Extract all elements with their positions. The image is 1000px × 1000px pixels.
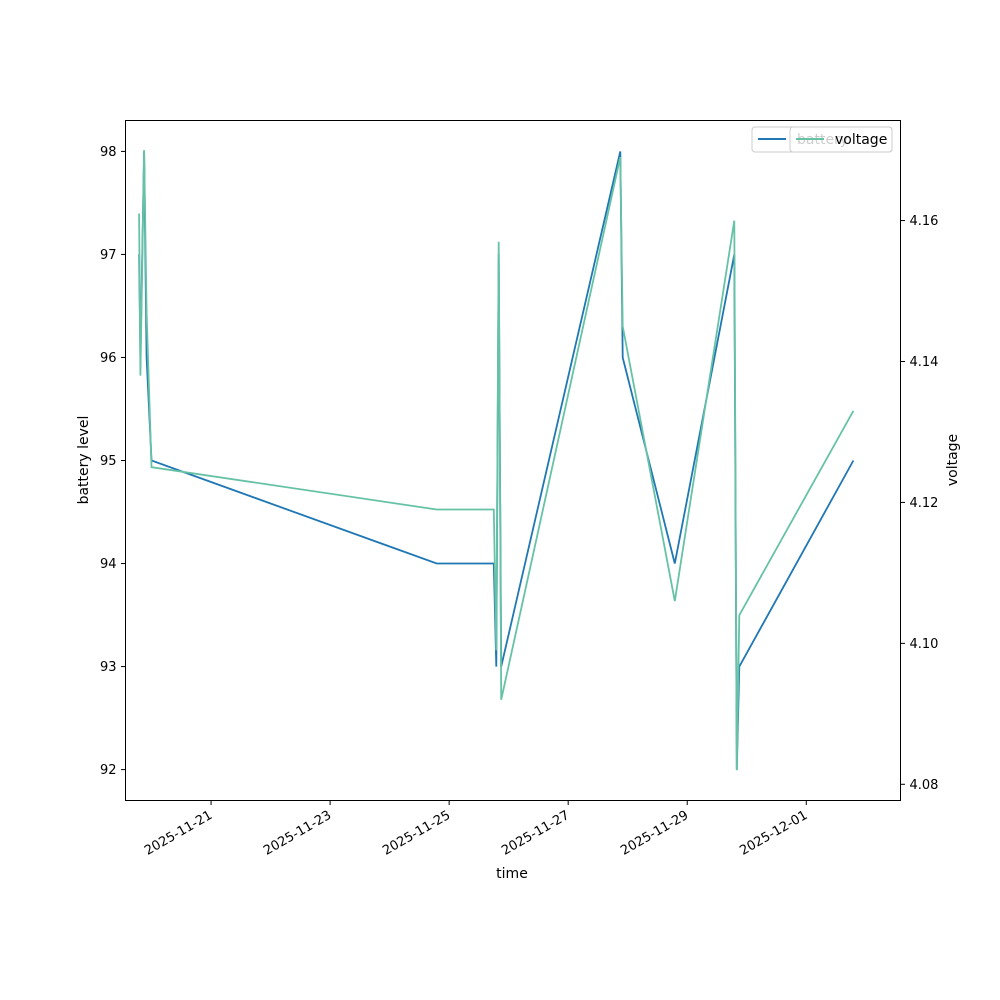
y-axis-left-label: battery level	[76, 416, 92, 505]
y-right-tick-label: 4.14	[910, 355, 939, 370]
x-tick-label: 2025-11-27	[499, 808, 572, 859]
series-line-voltage	[138, 150, 855, 771]
x-axis-label: time	[496, 866, 528, 882]
legend-voltage: voltage	[789, 126, 893, 153]
y-axis-right-label: voltage	[945, 434, 961, 486]
x-tick-label: 2025-11-25	[380, 808, 453, 859]
y-left-tick-label: 98	[100, 145, 117, 160]
y-left-tick-label: 96	[100, 351, 117, 366]
legend-voltage-box	[789, 126, 893, 153]
y-right-tick-label: 4.12	[910, 496, 939, 511]
y-left-tick-label: 93	[100, 660, 117, 675]
y-right-tick-label: 4.08	[910, 778, 939, 793]
x-tick-label: 2025-12-01	[737, 808, 810, 859]
plot-frame	[125, 120, 901, 801]
y-axis-left: 92 93 94 95 96 97 98	[100, 145, 126, 778]
x-tick-label: 2025-11-23	[261, 808, 334, 859]
y-left-tick-label: 92	[100, 763, 117, 778]
y-axis-right: 4.08 4.10 4.12 4.14 4.16	[900, 214, 939, 793]
x-axis: 2025-11-21 2025-11-23 2025-11-25 2025-11-27…	[142, 800, 810, 859]
x-tick-label: 2025-11-29	[618, 808, 691, 859]
x-tick-label: 2025-11-21	[142, 808, 215, 859]
legend-voltage-label: voltage	[835, 132, 887, 148]
series-line-battery	[138, 151, 855, 770]
y-left-tick-label: 94	[100, 557, 117, 572]
y-right-tick-label: 4.10	[910, 637, 939, 652]
y-right-tick-label: 4.16	[910, 214, 939, 229]
y-left-tick-label: 97	[100, 248, 117, 263]
y-left-tick-label: 95	[100, 454, 117, 469]
plot-lines	[138, 150, 855, 771]
